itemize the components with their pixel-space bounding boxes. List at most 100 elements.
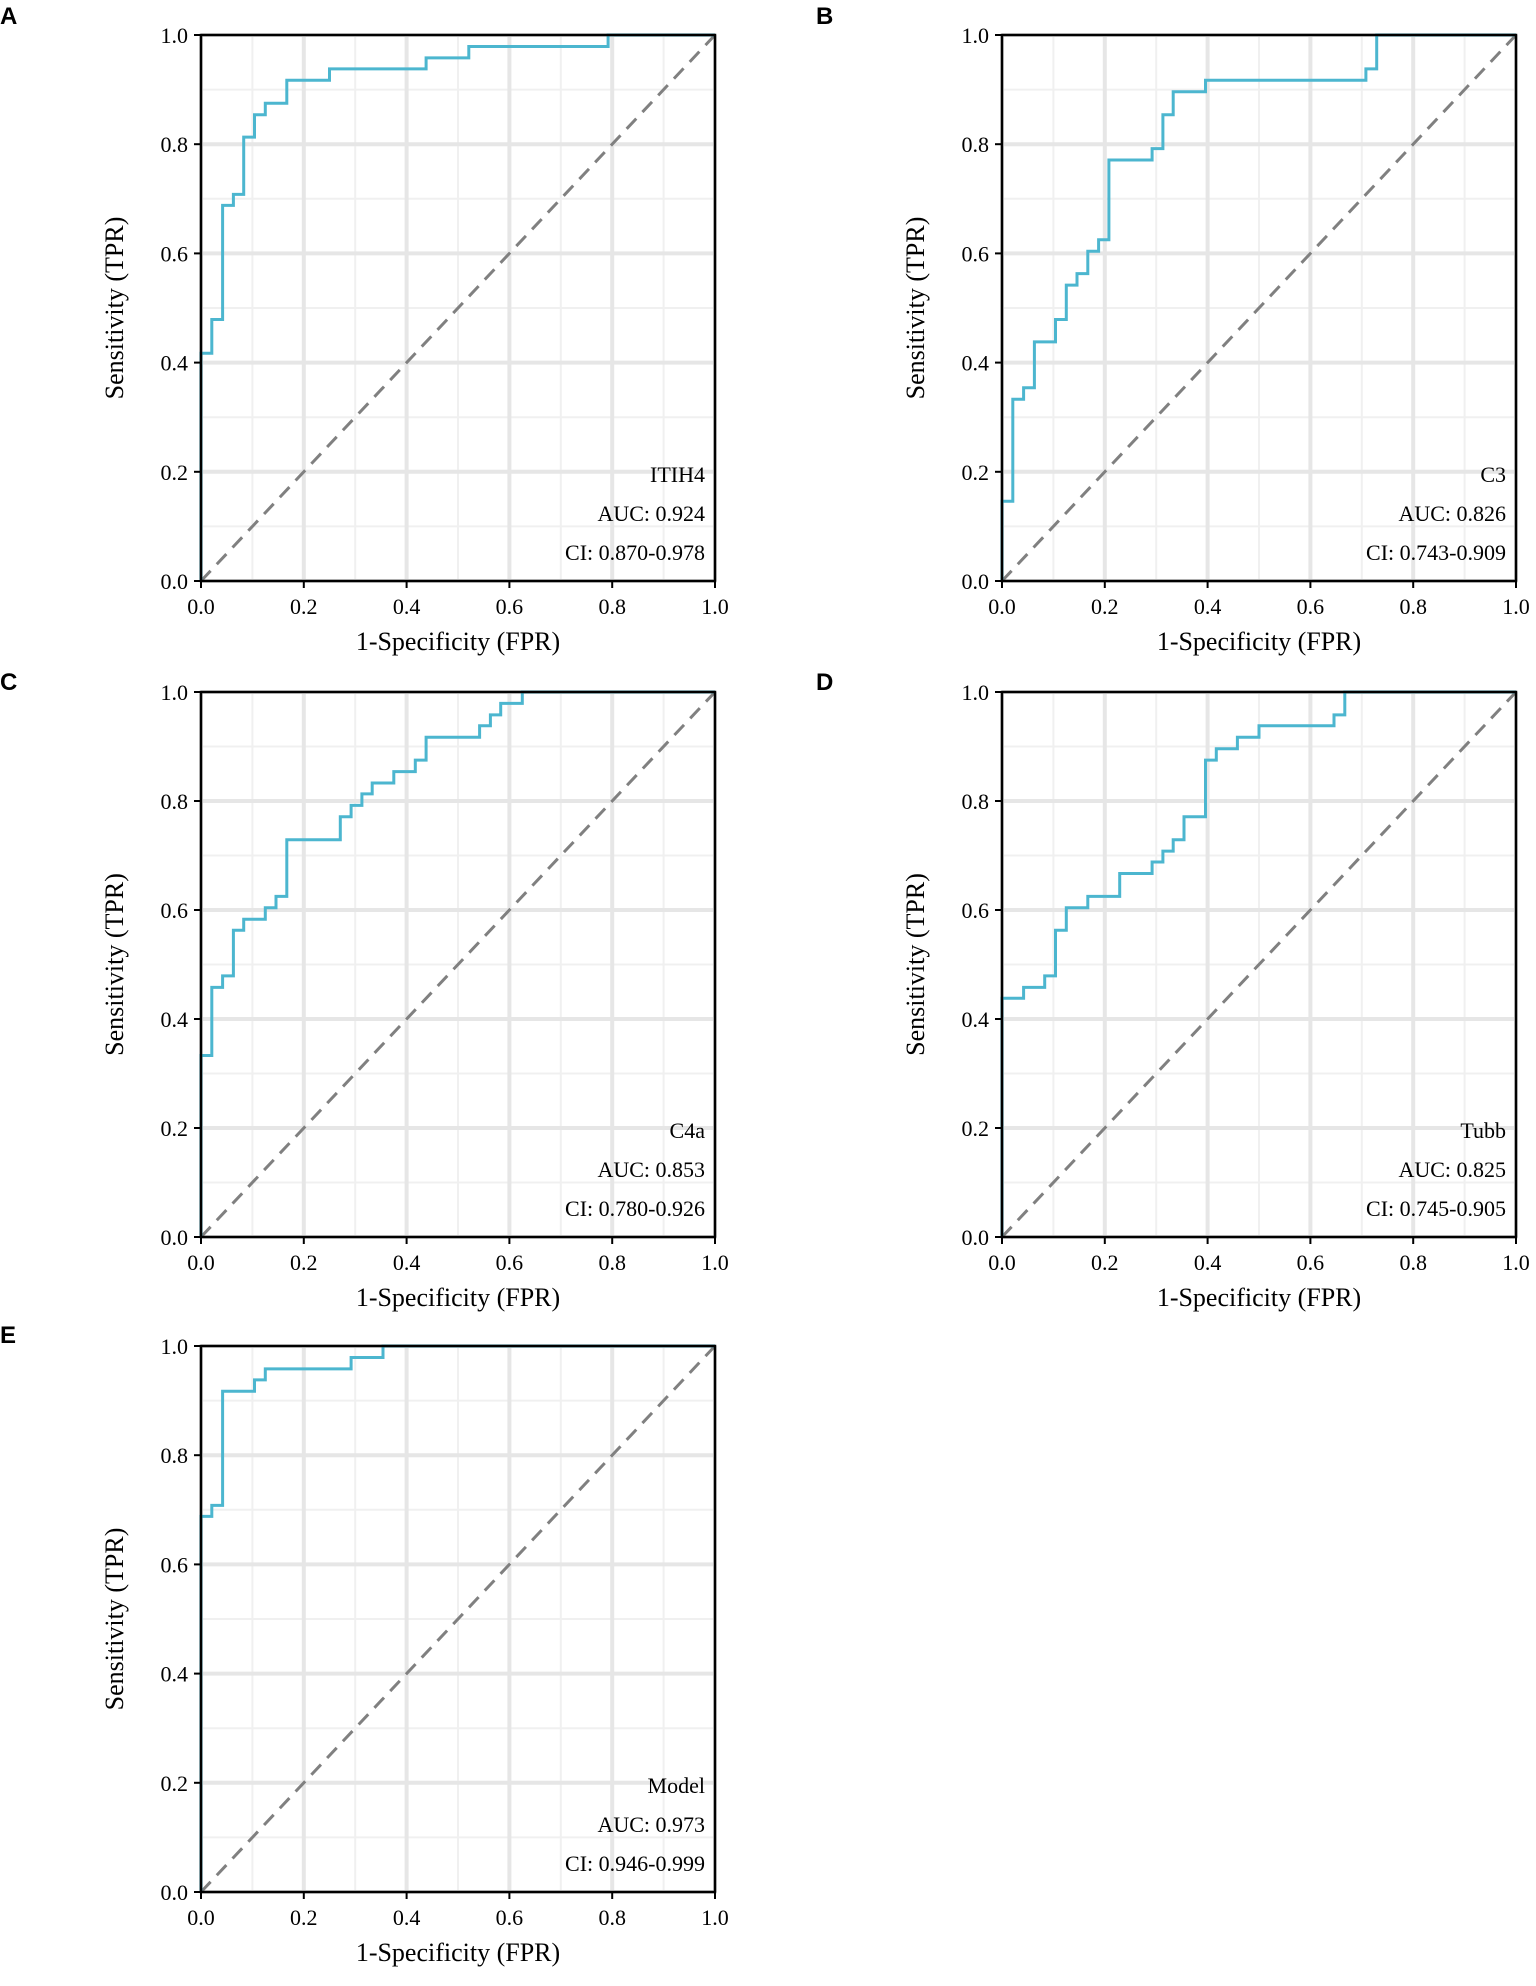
x-tick-label: 0.4	[1194, 1250, 1222, 1275]
x-tick-label: 0.6	[1297, 594, 1325, 619]
x-tick-label: 0.8	[1399, 594, 1427, 619]
y-tick-label: 0.2	[161, 460, 189, 485]
y-tick-label: 0.8	[962, 132, 990, 157]
x-tick-label: 0.6	[1297, 1250, 1325, 1275]
ci-value: CI: 0.946-0.999	[565, 1851, 705, 1876]
y-tick-label: 1.0	[962, 680, 990, 705]
auc-value: AUC: 0.924	[597, 501, 705, 526]
y-tick-label: 0.6	[161, 898, 189, 923]
roc-panel-d: D 0.0 0.2 0.4 0.6 0.8 1.0 0.0 0.2 0.4 0.6 0.8 1.0 1-S…	[816, 669, 1530, 1312]
y-tick-label: 0.0	[161, 569, 189, 594]
roc-curve	[199, 1344, 715, 1892]
x-tick-label: 1.0	[701, 594, 729, 619]
panel-letter: E	[0, 1322, 16, 1349]
plot-frame	[199, 1344, 717, 1894]
roc-panel-e: E 0.0 0.2 0.4 0.6 0.8 1.0 0.0 0.2 0.4 0.6 0.8 1.0 1-S…	[0, 1322, 729, 1967]
x-tick-label: 0.8	[598, 1905, 626, 1930]
roc-curve	[199, 690, 715, 1237]
y-axis-title: Sensitivity (TPR)	[901, 873, 930, 1056]
panel-letter: A	[0, 3, 17, 30]
marker-name: Model	[648, 1773, 705, 1798]
auc-value: AUC: 0.826	[1398, 501, 1506, 526]
x-axis-title: 1-Specificity (FPR)	[1157, 627, 1361, 656]
x-tick-label: 1.0	[1502, 1250, 1530, 1275]
y-axis-title: Sensitivity (TPR)	[100, 873, 129, 1056]
plot-frame	[199, 690, 717, 1239]
roc-curve	[1000, 690, 1516, 1237]
y-tick-label: 0.8	[962, 789, 990, 814]
x-tick-label: 0.6	[496, 1250, 524, 1275]
y-axis-title: Sensitivity (TPR)	[901, 217, 930, 400]
y-tick-label: 0.4	[962, 351, 990, 376]
y-tick-label: 0.4	[161, 1007, 189, 1032]
x-tick-label: 0.2	[1091, 1250, 1119, 1275]
y-tick-label: 0.8	[161, 132, 189, 157]
y-axis-title: Sensitivity (TPR)	[100, 217, 129, 400]
x-tick-label: 0.4	[393, 1905, 421, 1930]
plot-frame	[1000, 33, 1518, 583]
roc-panel-b: B 0.0 0.2 0.4 0.6 0.8 1.0 0.0 0.2 0.4 0.6 0.8 1.0 1-S…	[816, 3, 1530, 656]
x-tick-label: 1.0	[701, 1905, 729, 1930]
auc-value: AUC: 0.853	[597, 1157, 705, 1182]
marker-name: Tubb	[1460, 1118, 1506, 1143]
x-tick-label: 0.0	[988, 594, 1016, 619]
ci-value: CI: 0.743-0.909	[1366, 540, 1506, 565]
y-tick-label: 0.2	[962, 460, 990, 485]
x-tick-label: 1.0	[1502, 594, 1530, 619]
ci-value: CI: 0.870-0.978	[565, 540, 705, 565]
x-tick-label: 0.4	[1194, 594, 1222, 619]
x-tick-label: 1.0	[701, 1250, 729, 1275]
plot-frame	[199, 33, 717, 583]
reference-diagonal	[199, 1344, 717, 1894]
marker-name: C3	[1480, 462, 1506, 487]
x-tick-label: 0.6	[496, 1905, 524, 1930]
y-tick-label: 0.0	[962, 569, 990, 594]
y-tick-label: 0.2	[962, 1116, 990, 1141]
y-tick-label: 0.8	[161, 1443, 189, 1468]
x-axis-title: 1-Specificity (FPR)	[1157, 1283, 1361, 1312]
marker-name: C4a	[670, 1118, 706, 1143]
y-tick-label: 0.0	[161, 1225, 189, 1250]
marker-name: ITIH4	[650, 462, 705, 487]
x-tick-label: 0.6	[496, 594, 524, 619]
y-tick-label: 1.0	[962, 23, 990, 48]
x-tick-label: 0.4	[393, 594, 421, 619]
x-axis-title: 1-Specificity (FPR)	[356, 1938, 560, 1967]
y-tick-label: 0.8	[161, 789, 189, 814]
x-tick-label: 0.8	[598, 1250, 626, 1275]
y-tick-label: 0.0	[161, 1880, 189, 1905]
x-tick-label: 0.0	[988, 1250, 1016, 1275]
y-tick-label: 1.0	[161, 680, 189, 705]
y-tick-label: 0.6	[962, 241, 990, 266]
y-tick-label: 0.6	[962, 898, 990, 923]
x-tick-label: 0.2	[290, 1250, 318, 1275]
auc-value: AUC: 0.825	[1398, 1157, 1506, 1182]
reference-diagonal	[199, 690, 717, 1239]
x-tick-label: 0.8	[598, 594, 626, 619]
reference-diagonal	[1000, 690, 1518, 1239]
roc-curve	[1000, 33, 1516, 581]
reference-diagonal	[199, 33, 717, 583]
x-tick-label: 0.4	[393, 1250, 421, 1275]
panel-letter: B	[816, 3, 833, 30]
x-axis-title: 1-Specificity (FPR)	[356, 627, 560, 656]
y-tick-label: 1.0	[161, 1334, 189, 1359]
y-tick-label: 0.4	[161, 351, 189, 376]
auc-value: AUC: 0.973	[597, 1812, 705, 1837]
y-tick-label: 0.6	[161, 241, 189, 266]
y-tick-label: 0.2	[161, 1116, 189, 1141]
ci-value: CI: 0.745-0.905	[1366, 1196, 1506, 1221]
ci-value: CI: 0.780-0.926	[565, 1196, 705, 1221]
y-tick-label: 0.6	[161, 1552, 189, 1577]
x-tick-label: 0.0	[187, 1250, 215, 1275]
x-tick-label: 0.0	[187, 594, 215, 619]
reference-diagonal	[1000, 33, 1518, 583]
panel-letter: C	[0, 669, 17, 696]
y-tick-label: 0.4	[962, 1007, 990, 1032]
y-tick-label: 0.2	[161, 1771, 189, 1796]
roc-panel-c: C 0.0 0.2 0.4 0.6 0.8 1.0 0.0 0.2 0.4 0.6 0.8 1.0 1-S…	[0, 669, 729, 1312]
plot-frame	[1000, 690, 1518, 1239]
roc-panel-a: A 0.0 0.2 0.4 0.6 0.8 1.0 0.0 0.2 0.4 0.6 0.8 1.0 1-S…	[0, 3, 729, 656]
y-tick-label: 0.0	[962, 1225, 990, 1250]
